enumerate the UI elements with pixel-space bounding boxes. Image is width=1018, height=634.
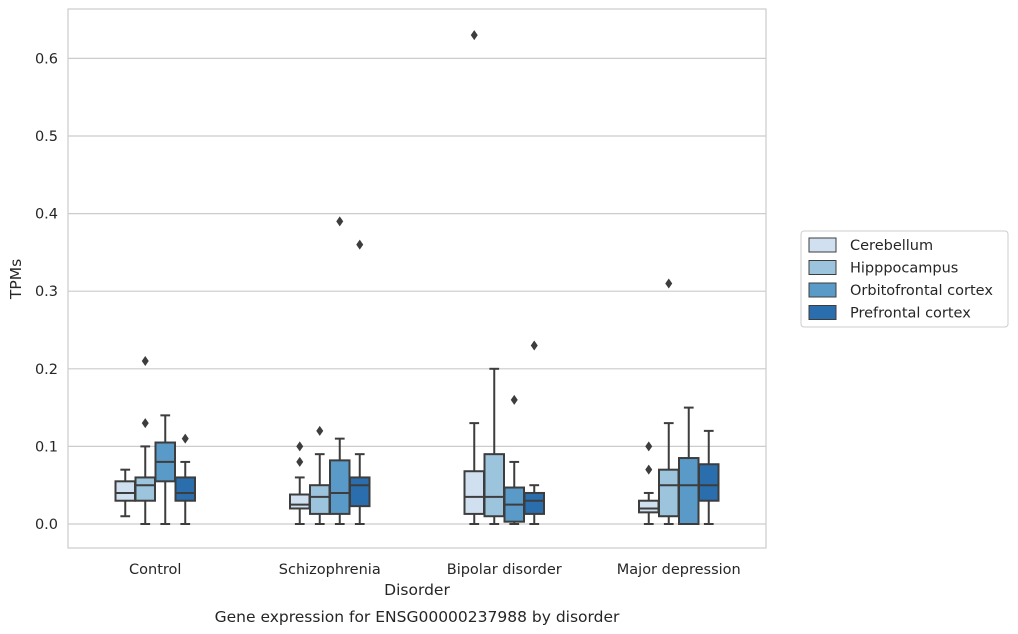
box-orbitofrontal-cortex bbox=[329, 216, 351, 525]
box-prefrontal-cortex bbox=[349, 239, 371, 525]
box-iqr bbox=[638, 499, 660, 514]
x-tick-label: Schizophrenia bbox=[279, 562, 381, 578]
outlier-point bbox=[296, 441, 304, 452]
outlier-point bbox=[181, 433, 189, 444]
legend-frame bbox=[800, 230, 1009, 328]
legend-swatch bbox=[808, 237, 837, 253]
y-tick-label: 0.5 bbox=[35, 129, 58, 145]
box-orbitofrontal-cortex bbox=[154, 414, 176, 525]
outlier-point bbox=[141, 418, 149, 429]
box-iqr bbox=[523, 491, 545, 515]
box-prefrontal-cortex bbox=[174, 433, 196, 525]
legend-swatch bbox=[808, 260, 837, 275]
y-tick-label: 0.4 bbox=[35, 207, 58, 223]
box-iqr bbox=[698, 463, 720, 502]
y-axis-title: TPMs bbox=[7, 259, 25, 300]
y-tick-label: 0.1 bbox=[35, 439, 58, 455]
outlier-point bbox=[470, 30, 478, 41]
box-iqr bbox=[678, 457, 700, 526]
box-cerebellum bbox=[638, 441, 660, 525]
y-tick-label: 0.2 bbox=[35, 362, 58, 378]
legend-swatch bbox=[808, 282, 837, 298]
box-iqr bbox=[174, 476, 196, 502]
y-tick-label: 0.3 bbox=[35, 284, 58, 300]
box-iqr bbox=[134, 476, 156, 502]
outlier-point bbox=[316, 425, 324, 436]
x-tick-label: Bipolar disorder bbox=[447, 562, 562, 578]
box-iqr bbox=[349, 476, 371, 508]
box-iqr bbox=[289, 493, 311, 510]
outlier-point bbox=[296, 456, 304, 467]
outlier-point bbox=[530, 340, 538, 351]
x-axis-title: Disorder bbox=[384, 581, 450, 599]
outlier-point bbox=[645, 464, 653, 475]
legend-label: Cerebellum bbox=[850, 238, 933, 254]
x-tick-label: Major depression bbox=[617, 562, 741, 578]
outlier-point bbox=[141, 356, 149, 367]
outlier-point bbox=[510, 394, 518, 405]
box-hipppocampus bbox=[483, 367, 505, 525]
gridlines bbox=[68, 57, 766, 525]
outlier-point bbox=[336, 216, 344, 227]
x-tick-label: Control bbox=[129, 562, 181, 578]
outlier-point bbox=[356, 239, 364, 250]
box-hipppocampus bbox=[658, 278, 680, 525]
box-iqr bbox=[114, 480, 136, 502]
y-tick-label: 0.0 bbox=[35, 517, 58, 533]
box-cerebellum bbox=[463, 30, 485, 525]
box-iqr bbox=[463, 470, 485, 515]
box-iqr bbox=[309, 484, 331, 515]
box-orbitofrontal-cortex bbox=[503, 394, 525, 525]
chart-caption: Gene expression for ENSG00000237988 by d… bbox=[215, 608, 620, 626]
legend-label: Hipppocampus bbox=[850, 261, 958, 277]
y-axis-ticks: 0.0 0.1 0.2 0.3 0.4 0.5 0.6 bbox=[35, 51, 58, 533]
plot-area-frame bbox=[67, 8, 767, 549]
legend-swatch bbox=[808, 305, 837, 320]
legend-label: Orbitofrontal cortex bbox=[850, 283, 993, 299]
outlier-point bbox=[665, 278, 673, 289]
box-iqr bbox=[329, 459, 351, 515]
outlier-point bbox=[645, 441, 653, 452]
box-cerebellum bbox=[114, 468, 136, 518]
x-axis-ticks: Control Schizophrenia Bipolar disorder Majo… bbox=[129, 562, 741, 578]
box-cerebellum bbox=[289, 441, 311, 525]
box-prefrontal-cortex bbox=[523, 340, 545, 525]
legend-label: Prefrontal cortex bbox=[850, 306, 971, 322]
box-hipppocampus bbox=[309, 425, 331, 525]
box-orbitofrontal-cortex bbox=[678, 406, 700, 526]
box-iqr bbox=[483, 453, 505, 518]
box-iqr bbox=[658, 468, 680, 518]
box-plot-groups bbox=[114, 30, 720, 526]
box-hipppocampus bbox=[134, 356, 156, 525]
legend: Cerebellum Hipppocampus Orbitofrontal cort… bbox=[800, 230, 1009, 328]
y-tick-label: 0.6 bbox=[35, 51, 58, 67]
box-prefrontal-cortex bbox=[698, 429, 720, 525]
